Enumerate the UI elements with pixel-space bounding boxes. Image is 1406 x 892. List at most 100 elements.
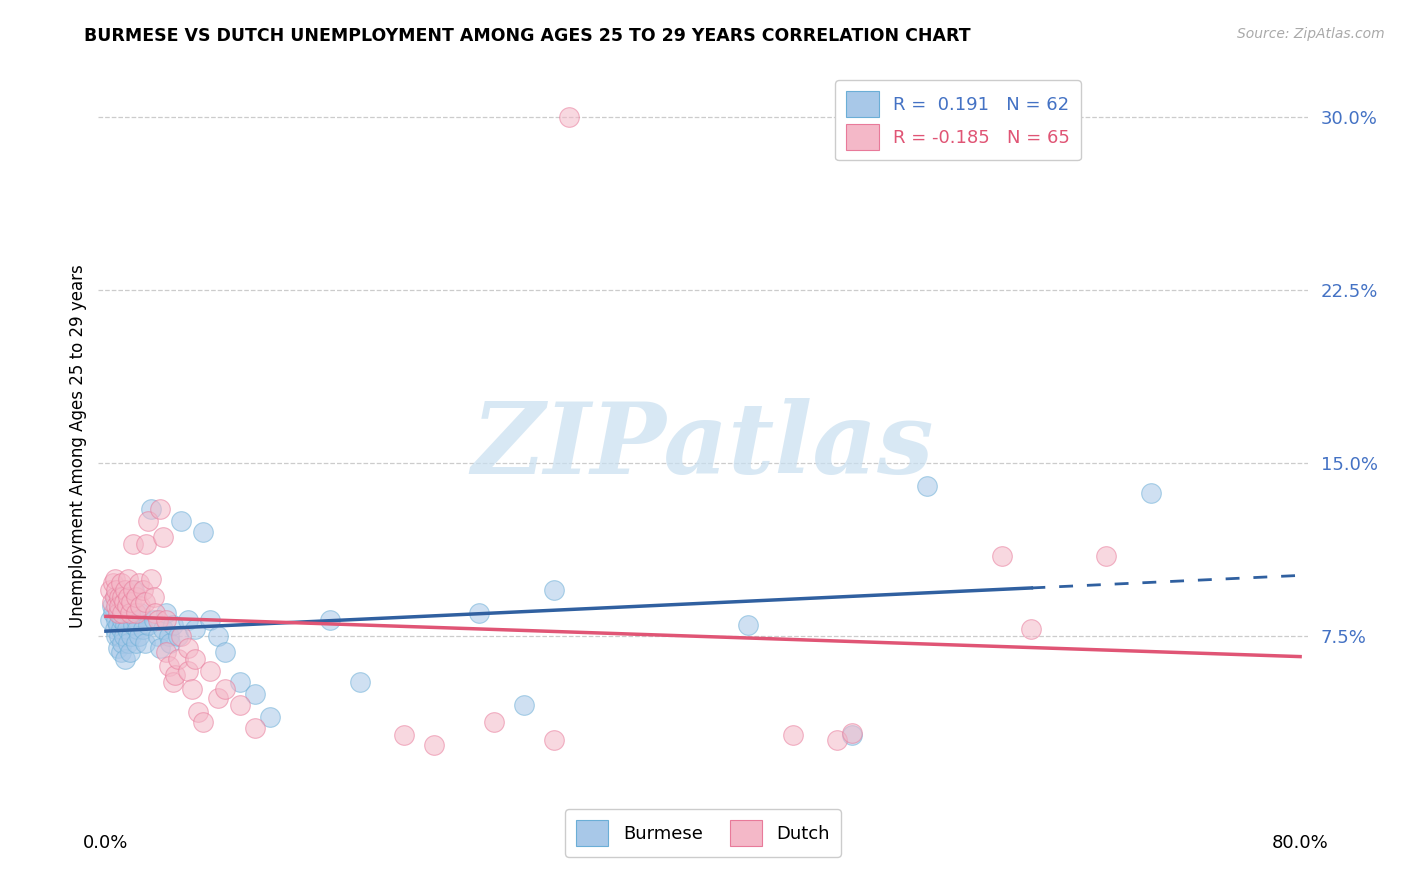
Point — [105, 629, 128, 643]
Point — [121, 583, 143, 598]
Point — [108, 606, 131, 620]
Point — [423, 738, 446, 752]
Point — [127, 622, 149, 636]
Point — [177, 613, 200, 627]
Point — [139, 572, 162, 586]
Legend: Burmese, Dutch: Burmese, Dutch — [565, 809, 841, 856]
Point — [121, 537, 143, 551]
Point — [915, 479, 938, 493]
Y-axis label: Unemployment Among Ages 25 to 29 years: Unemployment Among Ages 25 to 29 years — [69, 264, 87, 628]
Point — [155, 613, 177, 627]
Point — [107, 617, 129, 632]
Point — [118, 606, 141, 620]
Point — [112, 629, 135, 643]
Point — [117, 572, 139, 586]
Point — [162, 675, 184, 690]
Point — [114, 617, 136, 632]
Point — [990, 549, 1012, 563]
Point — [349, 675, 371, 690]
Point — [543, 583, 565, 598]
Point — [162, 617, 184, 632]
Point — [134, 636, 156, 650]
Point — [187, 706, 209, 720]
Point — [111, 636, 134, 650]
Point — [107, 606, 129, 620]
Point — [841, 726, 863, 740]
Point — [136, 514, 159, 528]
Point — [139, 502, 162, 516]
Point — [229, 675, 252, 690]
Point — [110, 576, 132, 591]
Point — [117, 636, 139, 650]
Point — [136, 617, 159, 632]
Point — [98, 583, 121, 598]
Point — [191, 714, 214, 729]
Point — [114, 652, 136, 666]
Point — [169, 629, 191, 643]
Point — [120, 594, 142, 608]
Point — [229, 698, 252, 713]
Point — [557, 111, 579, 125]
Point — [103, 576, 125, 591]
Point — [122, 583, 145, 598]
Point — [129, 599, 152, 614]
Point — [214, 645, 236, 659]
Point — [243, 687, 266, 701]
Point — [107, 640, 129, 655]
Point — [105, 599, 128, 614]
Point — [1140, 486, 1163, 500]
Point — [163, 668, 186, 682]
Point — [841, 728, 863, 742]
Text: Source: ZipAtlas.com: Source: ZipAtlas.com — [1237, 27, 1385, 41]
Point — [110, 622, 132, 636]
Point — [152, 622, 174, 636]
Point — [104, 622, 127, 636]
Point — [118, 645, 141, 659]
Point — [101, 594, 124, 608]
Point — [1021, 622, 1043, 636]
Point — [117, 606, 139, 620]
Point — [108, 590, 131, 604]
Point — [259, 710, 281, 724]
Point — [111, 606, 134, 620]
Point — [132, 583, 155, 598]
Point — [101, 599, 124, 614]
Point — [157, 629, 180, 643]
Point — [120, 629, 142, 643]
Point — [207, 629, 229, 643]
Point — [125, 606, 148, 620]
Point — [142, 613, 165, 627]
Point — [108, 629, 131, 643]
Point — [114, 583, 136, 598]
Point — [103, 606, 125, 620]
Point — [782, 728, 804, 742]
Point — [200, 664, 222, 678]
Point — [110, 645, 132, 659]
Point — [166, 652, 188, 666]
Point — [146, 629, 169, 643]
Point — [112, 594, 135, 608]
Point — [121, 617, 143, 632]
Point — [111, 590, 134, 604]
Point — [149, 502, 172, 516]
Point — [177, 664, 200, 678]
Point — [737, 617, 759, 632]
Point — [134, 594, 156, 608]
Point — [152, 530, 174, 544]
Point — [482, 714, 505, 729]
Point — [128, 629, 150, 643]
Text: BURMESE VS DUTCH UNEMPLOYMENT AMONG AGES 25 TO 29 YEARS CORRELATION CHART: BURMESE VS DUTCH UNEMPLOYMENT AMONG AGES… — [84, 27, 972, 45]
Point — [513, 698, 536, 713]
Point — [155, 645, 177, 659]
Point — [243, 722, 266, 736]
Point — [135, 537, 157, 551]
Point — [98, 613, 121, 627]
Point — [125, 613, 148, 627]
Point — [159, 636, 181, 650]
Text: ZIPatlas: ZIPatlas — [472, 398, 934, 494]
Point — [104, 590, 127, 604]
Point — [111, 613, 134, 627]
Point — [191, 525, 214, 540]
Point — [125, 590, 148, 604]
Point — [142, 590, 165, 604]
